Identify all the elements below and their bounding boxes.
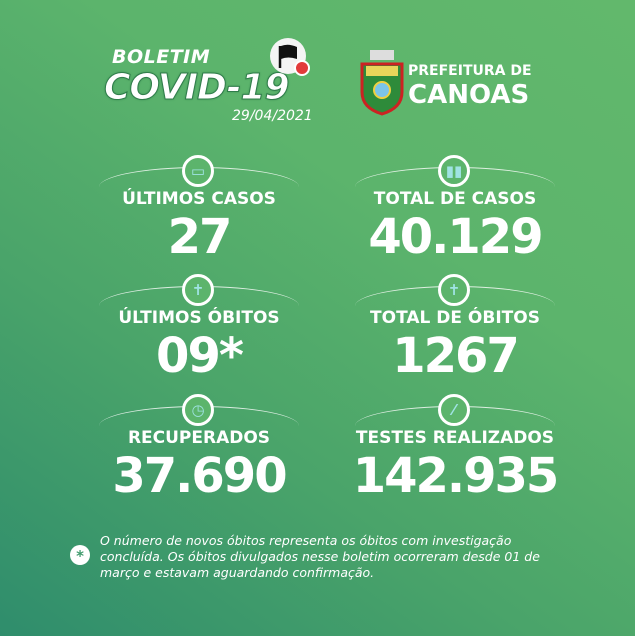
covid-title: COVID-19 <box>104 67 291 108</box>
red-flag-icon <box>294 60 310 76</box>
stat-label: TESTES REALIZADOS <box>355 428 555 448</box>
clock-icon: ◷ <box>182 394 214 426</box>
black-flag-icon <box>270 38 306 74</box>
canoas-coat-of-arms-logo <box>358 50 406 118</box>
stat-label: ÚLTIMOS CASOS <box>122 189 276 209</box>
mask-icon: ▭ <box>182 155 214 187</box>
stat-value: 27 <box>167 209 233 265</box>
stat-label: ÚLTIMOS ÓBITOS <box>118 308 280 328</box>
stat-value: 40.129 <box>368 209 543 265</box>
cross-icon: ✝ <box>182 274 214 306</box>
syringe-icon: ⁄ <box>438 394 470 426</box>
prefeitura-label: PREFEITURA DE <box>408 63 532 79</box>
bulletin-date: 29/04/2021 <box>232 108 313 124</box>
stat-label: TOTAL DE CASOS <box>373 189 537 209</box>
stat-value: 1267 <box>392 328 520 384</box>
footnote: O número de novos óbitos representa os ó… <box>100 533 540 580</box>
stat-value: 37.690 <box>112 448 287 504</box>
stat-label: RECUPERADOS <box>127 428 271 448</box>
bulletin-title: BOLETIM <box>112 46 211 68</box>
stat-value: 09* <box>156 328 244 384</box>
cross-icon: ✝ <box>438 274 470 306</box>
people-icon: ▮▮ <box>438 155 470 187</box>
stat-label: TOTAL DE ÓBITOS <box>370 308 540 328</box>
canoas-label: CANOAS <box>408 80 530 110</box>
asterisk-icon: * <box>70 545 90 565</box>
stat-value: 142.935 <box>352 448 560 504</box>
